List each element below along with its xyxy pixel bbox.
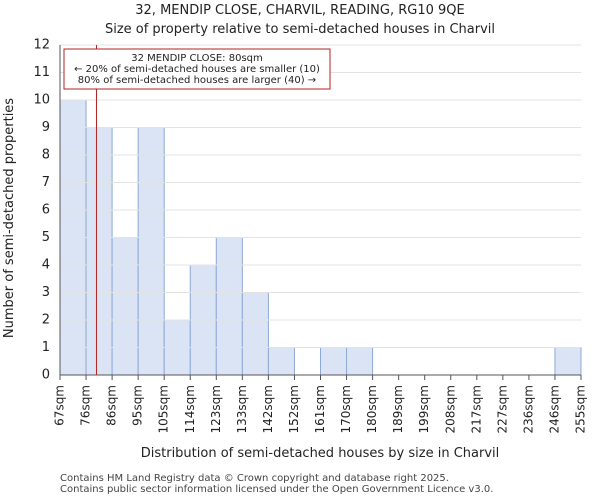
annotation-line: ← 20% of semi-detached houses are smalle… xyxy=(74,64,320,75)
x-tick-label: 67sqm xyxy=(53,385,67,426)
histogram-bar xyxy=(215,237,243,376)
y-tick-label: 11 xyxy=(33,65,50,80)
annotation-line: 32 MENDIP CLOSE: 80sqm xyxy=(131,53,263,64)
y-axis-label: Number of semi-detached properties xyxy=(2,98,17,338)
histogram-bar xyxy=(554,347,582,376)
histogram-bar xyxy=(346,347,374,376)
x-tick-label: 142sqm xyxy=(261,385,275,433)
x-tick-label: 123sqm xyxy=(209,385,223,433)
histogram-bar xyxy=(137,127,165,376)
x-tick-label: 255sqm xyxy=(574,385,588,433)
y-tick-label: 4 xyxy=(42,258,50,273)
chart-title: 32, MENDIP CLOSE, CHARVIL, READING, RG10… xyxy=(135,3,465,18)
y-tick-label: 5 xyxy=(42,230,50,245)
x-tick-label: 227sqm xyxy=(495,385,509,433)
histogram-bar xyxy=(241,292,269,376)
x-tick-label: 133sqm xyxy=(235,385,249,433)
y-tick-label: 2 xyxy=(42,313,50,328)
x-tick-label: 180sqm xyxy=(365,385,379,433)
y-tick-label: 9 xyxy=(42,120,50,135)
y-tick-label: 3 xyxy=(42,285,50,300)
x-tick-label: 114sqm xyxy=(183,385,197,433)
histogram-bar xyxy=(267,347,295,376)
y-tick-label: 12 xyxy=(33,38,50,53)
x-tick-label: 208sqm xyxy=(443,385,457,433)
y-tick-label: 8 xyxy=(42,148,50,163)
footer-licence: Contains public sector information licen… xyxy=(60,484,494,495)
y-tick-label: 6 xyxy=(42,203,50,218)
x-axis-label: Distribution of semi-detached houses by … xyxy=(141,446,500,461)
y-tick-label: 0 xyxy=(42,368,50,383)
x-tick-label: 86sqm xyxy=(105,385,119,426)
x-tick-label: 152sqm xyxy=(287,385,301,433)
x-tick-label: 105sqm xyxy=(157,385,171,433)
histogram-bar xyxy=(111,237,139,376)
y-tick-label: 1 xyxy=(42,340,50,355)
histogram-bar xyxy=(320,347,348,376)
y-tick-label: 7 xyxy=(42,175,50,190)
chart-subtitle: Size of property relative to semi-detach… xyxy=(104,22,496,37)
bars xyxy=(59,99,582,376)
y-tick-label: 10 xyxy=(33,93,50,108)
x-tick-label: 246sqm xyxy=(547,385,561,433)
x-tick-label: 170sqm xyxy=(339,385,353,433)
x-tick-label: 95sqm xyxy=(131,385,145,426)
x-tick-label: 236sqm xyxy=(521,385,535,433)
x-tick-label: 161sqm xyxy=(313,385,327,433)
footer-copyright: Contains HM Land Registry data © Crown c… xyxy=(60,473,449,484)
property-marker: 32 MENDIP CLOSE: 80sqm← 20% of semi-deta… xyxy=(63,45,331,375)
x-tick-label: 217sqm xyxy=(469,385,483,433)
x-tick-label: 199sqm xyxy=(417,385,431,433)
histogram-bar xyxy=(85,127,113,376)
annotation-box xyxy=(63,48,331,90)
annotation-line: 80% of semi-detached houses are larger (… xyxy=(78,75,316,86)
x-tick-label: 189sqm xyxy=(391,385,405,433)
x-tick-label: 76sqm xyxy=(79,385,93,426)
